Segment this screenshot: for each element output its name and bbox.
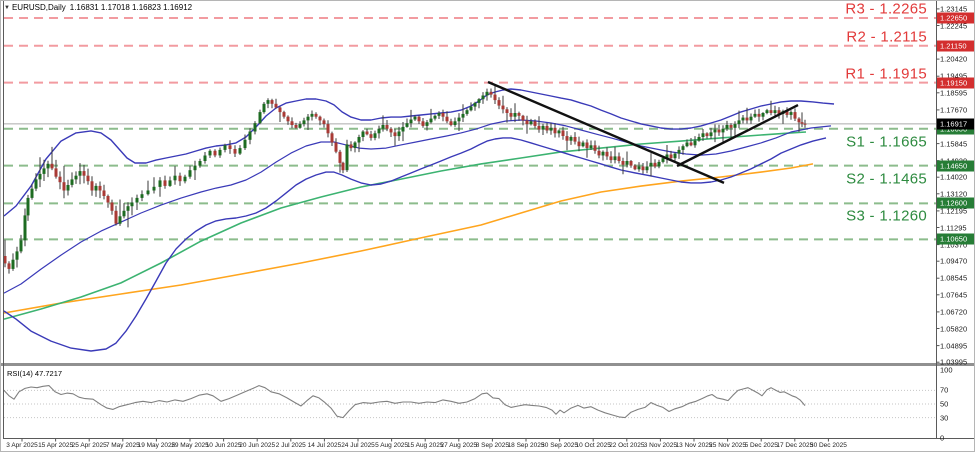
bollinger-middle-line [3, 119, 832, 294]
level-price-badge-R2: 1.21150 [937, 40, 974, 52]
date-label: 5 Aug 2025 [375, 442, 409, 449]
descending-trendline [487, 80, 725, 185]
price-axis-label: 1.06720 [940, 307, 968, 317]
price-axis-label: 1.23145 [940, 4, 968, 14]
level-price-badge-S4: 1.10650 [937, 233, 974, 245]
date-label: 24 Jul 2025 [341, 442, 375, 449]
date-label: 15 Apr 2025 [38, 442, 74, 449]
symbol-timeframe-label: EURUSD,Daily [11, 3, 66, 12]
price-axis-label: 1.08545 [940, 273, 968, 283]
date-label: 10 Oct 2025 [575, 442, 611, 449]
current-price-badge: 1.16917 [937, 118, 974, 130]
date-label: 17 Dec 2025 [776, 442, 814, 449]
price-axis-label: 1.15845 [940, 139, 968, 149]
rsi-line [3, 385, 806, 419]
date-label: 20 Jun 2025 [239, 442, 276, 449]
date-label: 13 Nov 2025 [675, 442, 713, 449]
date-label: 29 May 2025 [171, 442, 209, 449]
chart-header: ▼ EURUSD,Daily 1.16831 1.17018 1.16823 1.1… [4, 3, 192, 13]
rsi-axis-label: 0 [940, 433, 945, 443]
pane-separator [1, 363, 974, 366]
date-label: 19 May 2025 [137, 442, 176, 449]
level-price-badge-S3: 1.12600 [937, 197, 974, 209]
price-axis-label: 1.07645 [940, 290, 968, 300]
date-label: 22 Oct 2025 [609, 442, 645, 449]
pivot-label-R1: R1 - 1.1915 [845, 65, 927, 83]
pivot-label-R2: R2 - 1.2115 [846, 28, 927, 46]
level-price-badge-R1: 1.19150 [937, 77, 974, 89]
date-label: 25 Apr 2025 [71, 442, 107, 449]
date-label: 30 Sep 2025 [541, 442, 579, 449]
pivot-label-S3: S3 - 1.1260 [846, 207, 927, 225]
rsi-axis-label: 70 [940, 385, 949, 395]
date-label: 30 Dec 2025 [809, 442, 847, 449]
price-axis-label: 1.19495 [940, 72, 967, 81]
date-label: 5 Dec 2025 [744, 442, 778, 449]
price-axis-label: 1.12195 [940, 206, 968, 216]
fast-ma-line [3, 131, 807, 320]
price-axis-label: 1.17670 [940, 105, 968, 115]
slow-ma-line [3, 163, 814, 314]
date-label: 15 Aug 2025 [406, 442, 444, 449]
price-axis-label: 1.18595 [940, 88, 968, 98]
date-label: 25 Nov 2025 [709, 442, 747, 449]
date-label: 2 Jul 2025 [275, 442, 306, 449]
price-axis-label: 1.11295 [940, 223, 967, 232]
price-axis-label: 1.14020 [940, 172, 968, 182]
date-label: 18 Sep 2025 [507, 442, 545, 449]
date-label: 3 Nov 2025 [643, 442, 678, 449]
date-label: 3 Apr 2025 [6, 442, 38, 449]
rsi-axis-label: 100 [940, 365, 953, 375]
ascending-trendline [676, 104, 799, 168]
price-axis-label: 1.04895 [940, 341, 968, 351]
date-label: 27 Aug 2025 [440, 442, 478, 449]
level-price-badge-R3: 1.22650 [937, 12, 974, 24]
date-label: 10 Jun 2025 [205, 442, 242, 449]
price-axis-label: 1.09470 [940, 256, 968, 266]
bollinger-lower-line [3, 137, 827, 352]
bollinger-upper-line [3, 88, 835, 217]
pivot-label-S2: S2 - 1.1465 [846, 170, 927, 188]
pivot-label-S1: S1 - 1.1665 [846, 133, 927, 151]
rsi-axis-label: 50 [940, 399, 949, 409]
date-label: 8 Sep 2025 [475, 442, 510, 449]
price-axis-label: 1.03995 [940, 357, 968, 367]
candlestick-series [3, 85, 807, 274]
level-price-badge-S2: 1.14650 [937, 160, 974, 172]
price-axis-label: 1.05820 [940, 324, 968, 333]
rsi-indicator-label: RSI(14) 47.7217 [7, 369, 63, 378]
pivot-label-R3: R3 - 1.2265 [845, 0, 927, 18]
price-axis-label: 1.22245 [940, 21, 968, 30]
symbol-marker-icon[interactable]: ▼ [4, 5, 10, 11]
price-axis-label: 1.20420 [940, 54, 968, 64]
ohlc-values: 1.16831 1.17018 1.16823 1.16912 [69, 3, 193, 12]
date-label: 7 May 2025 [105, 442, 140, 449]
date-label: 14 Jul 2025 [307, 442, 342, 449]
price-axis-label: 1.13120 [940, 189, 968, 199]
rsi-axis-label: 30 [940, 413, 949, 423]
